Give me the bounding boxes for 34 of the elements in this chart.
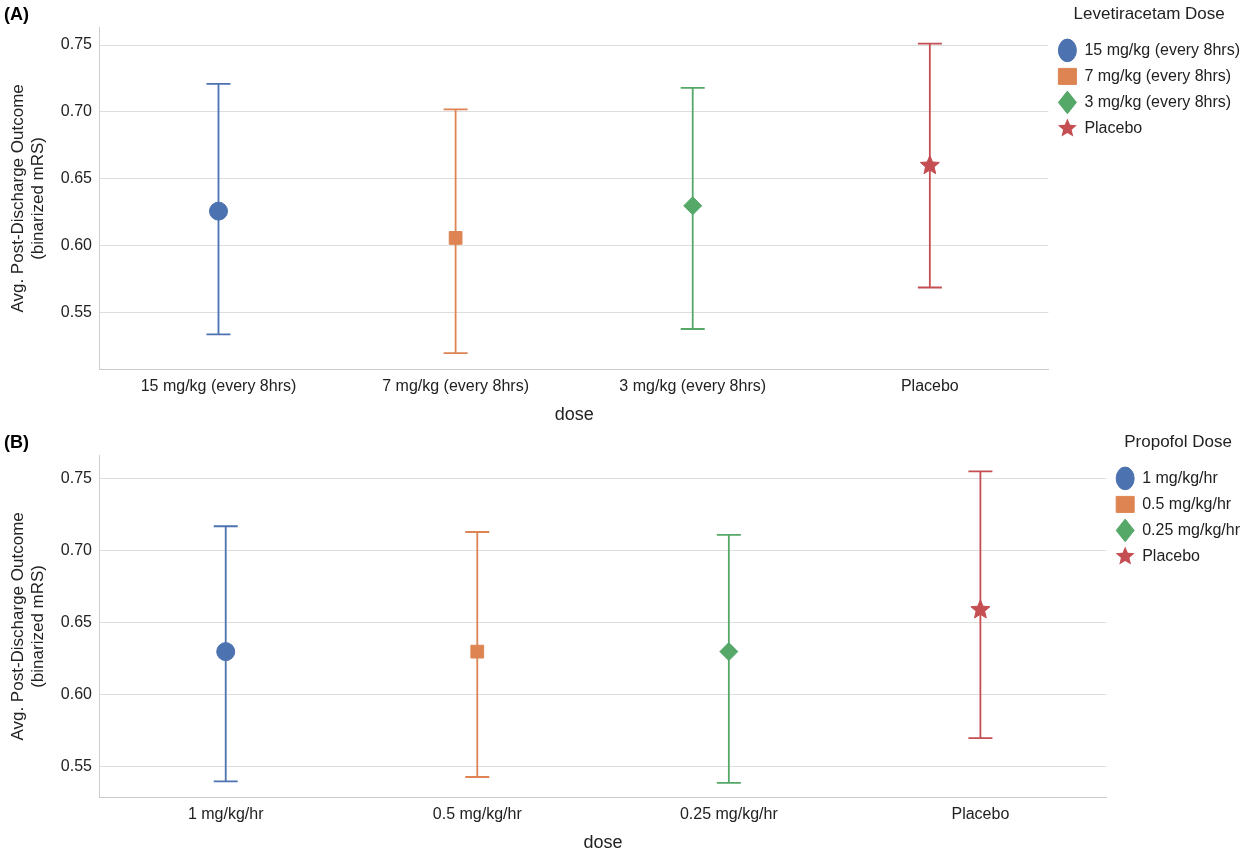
chart-title: (B) — [4, 431, 29, 452]
legend-title: Propofol Dose — [1124, 432, 1232, 452]
legend-label: 0.5 mg/kg/hr — [1142, 494, 1232, 512]
y-tick-label: 0.70 — [60, 102, 93, 120]
x-tick-label: 0.25 mg/kg/hr — [679, 805, 779, 823]
x-tick-label: Placebo — [951, 805, 1010, 823]
x-tick-label: 0.5 mg/kg/hr — [432, 805, 523, 823]
y-tick-label: 0.65 — [60, 169, 93, 187]
legend-label: 7 mg/kg (every 8hrs) — [1084, 66, 1232, 84]
y-tick-label: 0.70 — [60, 541, 93, 559]
y-axis-title: Avg. Post-Discharge Outcome (binarized mRS) — [7, 512, 48, 741]
y-tick-label: 0.60 — [60, 236, 93, 254]
y-tick-label: 0.55 — [60, 303, 93, 321]
y-tick-label: 0.75 — [60, 469, 93, 487]
legend-label: 15 mg/kg (every 8hrs) — [1084, 40, 1240, 58]
y-tick-label: 0.60 — [60, 685, 93, 703]
y-tick-label: 0.65 — [60, 613, 93, 631]
legend-label: Placebo — [1142, 546, 1201, 564]
x-tick-label: 7 mg/kg (every 8hrs) — [382, 377, 529, 395]
x-tick-label: 3 mg/kg (every 8hrs) — [619, 377, 767, 395]
y-axis-title: Avg. Post-Discharge Outcome (binarized mRS) — [7, 84, 48, 313]
x-axis-title: dose — [554, 404, 594, 425]
legend-label: 3 mg/kg (every 8hrs) — [1084, 92, 1232, 110]
y-tick-label: 0.75 — [60, 35, 93, 53]
chart-title: (A) — [4, 3, 29, 24]
x-axis-title: dose — [583, 832, 623, 853]
legend-label: Placebo — [1084, 118, 1143, 136]
x-tick-label: 1 mg/kg/hr — [187, 805, 265, 823]
y-tick-label: 0.55 — [60, 757, 93, 775]
legend-label: 1 mg/kg/hr — [1142, 468, 1219, 486]
x-tick-label: Placebo — [900, 377, 959, 395]
legend-label: 0.25 mg/kg/hr — [1142, 520, 1241, 538]
legend-title: Levetiracetam Dose — [1073, 4, 1225, 24]
x-tick-label: 15 mg/kg (every 8hrs) — [140, 377, 297, 395]
